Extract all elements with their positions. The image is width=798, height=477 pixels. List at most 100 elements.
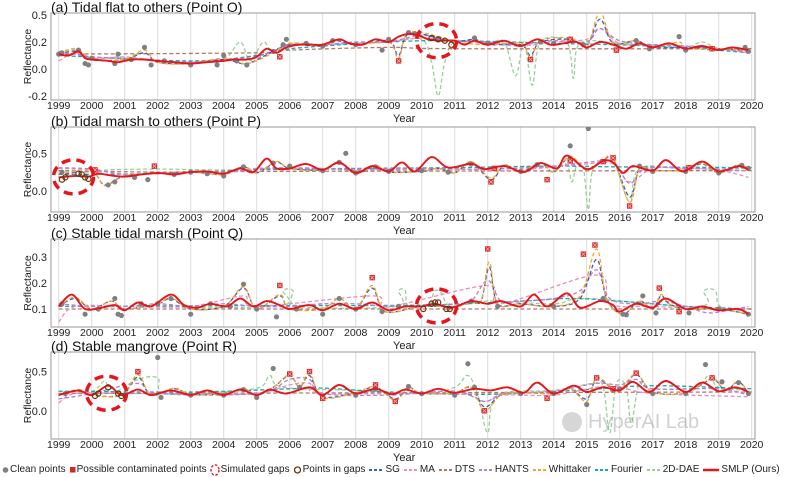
legend-label: Possible contaminated points	[76, 464, 207, 475]
x-tick-label: 2017	[641, 100, 665, 112]
clean-point	[495, 303, 501, 309]
legend-item-ma: MA	[403, 464, 435, 476]
x-tick-label: 2011	[443, 212, 466, 224]
x-axis-label: Year	[393, 225, 416, 237]
x-tick-label: 2016	[608, 439, 632, 451]
contaminated-point	[709, 375, 715, 381]
x-tick-label: 2004	[212, 100, 236, 112]
clean-point	[273, 314, 280, 320]
x-tick-label: 2009	[377, 327, 401, 339]
svg-text:HyperAI Lab: HyperAI Lab	[588, 411, 699, 433]
x-tick-label: 2013	[509, 439, 533, 451]
x-tick-label: 2005	[245, 212, 269, 224]
clean-point	[244, 62, 250, 68]
x-tick-label: 2018	[674, 212, 698, 224]
x-tick-label: 2000	[80, 327, 104, 339]
legend-item-hants: HANTS	[478, 464, 529, 476]
legend-item-fourier: Fourier	[594, 464, 643, 476]
legend-symbol-icon	[702, 464, 720, 476]
legend-symbol-icon	[2, 464, 9, 476]
x-tick-label: 2015	[575, 439, 599, 451]
x-tick-label: 2007	[311, 100, 335, 112]
legend-symbol-icon	[646, 464, 662, 476]
watermark-logo-icon: HyperAI Lab	[562, 411, 699, 433]
contaminated-x	[528, 57, 533, 62]
clean-point	[735, 379, 742, 386]
x-tick-label: 2001	[113, 100, 137, 112]
series-line-smlp	[58, 292, 749, 316]
contaminated-point	[544, 176, 550, 183]
panel-title: (a) Tidal flat to others (Point O)	[51, 0, 242, 15]
clean-point	[719, 379, 725, 385]
x-tick-label: 2002	[146, 212, 170, 224]
y-tick-label: 0.0	[32, 186, 47, 198]
contaminated-x	[634, 371, 639, 376]
gap-point	[420, 305, 427, 313]
contaminated-x	[485, 246, 490, 252]
gap-point	[75, 170, 82, 177]
contaminated-point	[567, 36, 573, 43]
x-tick-label: 2011	[443, 439, 466, 451]
contaminated-point	[592, 242, 598, 248]
x-tick-label: 2005	[245, 100, 269, 112]
x-tick-label: 2003	[179, 100, 203, 112]
legend-label: SMLP (Ours)	[721, 464, 780, 475]
x-tick-label: 2013	[509, 100, 533, 112]
clean-point	[623, 312, 629, 318]
contaminated-x	[710, 375, 715, 380]
series-line-smlp	[58, 154, 749, 179]
x-tick-label: 2013	[509, 212, 533, 224]
legend-symbol-icon	[438, 464, 454, 476]
x-tick-label: 2001	[113, 327, 137, 339]
clean-point	[336, 295, 342, 302]
clean-point	[214, 62, 220, 68]
contaminated-point	[395, 58, 402, 64]
contaminated-point	[287, 371, 293, 377]
contaminated-point	[633, 370, 639, 376]
x-tick-label: 2015	[575, 327, 599, 339]
x-tick-label: 1999	[47, 327, 71, 339]
series-line-whittaker	[58, 372, 749, 412]
clean-point	[280, 42, 286, 48]
legend-item-gap_points: Points in gaps	[293, 464, 365, 476]
contaminated-point	[151, 163, 158, 169]
panel-c: 1999 2000 2001 2002 2003 2004 2005 2006 2007 2008…	[22, 225, 764, 352]
x-tick-label: 2005	[245, 439, 269, 451]
clean-point	[240, 281, 247, 287]
clean-point	[112, 179, 118, 185]
contaminated-point	[626, 203, 633, 209]
legend-symbol-icon	[69, 464, 76, 476]
x-tick-label: 2004	[212, 212, 236, 224]
x-tick-label: 2000	[80, 439, 104, 451]
series-line-whittaker	[58, 13, 749, 65]
clean-point	[188, 311, 194, 317]
x-tick-label: 2008	[344, 100, 368, 112]
contaminated-x	[287, 371, 292, 377]
legend-item-sg: SG	[368, 464, 400, 476]
legend-label: Whittaker	[548, 464, 592, 475]
x-tick-label: 2015	[575, 100, 599, 112]
legend-item-gap: Simulated gaps	[209, 464, 290, 476]
x-tick-label: 2000	[80, 212, 104, 224]
clean-point	[343, 150, 349, 156]
clean-point	[405, 383, 412, 390]
clean-point	[379, 47, 385, 53]
x-tick-label: 2014	[542, 327, 566, 339]
x-tick-label: 2006	[278, 212, 302, 224]
clean-point	[600, 295, 606, 302]
x-tick-label: 2010	[410, 100, 434, 112]
legend-symbol-icon	[594, 464, 610, 476]
contaminated-point	[135, 368, 141, 375]
panel-d: 1999 2000 2001 2002 2003 2004 2005 2006 2007 2008…	[22, 338, 764, 464]
x-tick-label: 2008	[344, 439, 368, 451]
contaminated-point	[306, 368, 313, 375]
clean-point	[158, 394, 164, 401]
x-axis-label: Year	[393, 113, 416, 125]
x-tick-label: 2014	[542, 100, 566, 112]
plot-frame	[50, 238, 756, 328]
clean-point	[283, 36, 289, 42]
clean-point	[320, 311, 326, 317]
x-tick-label: 2019	[707, 439, 731, 451]
contaminated-x	[307, 369, 312, 374]
clean-point	[254, 394, 260, 401]
